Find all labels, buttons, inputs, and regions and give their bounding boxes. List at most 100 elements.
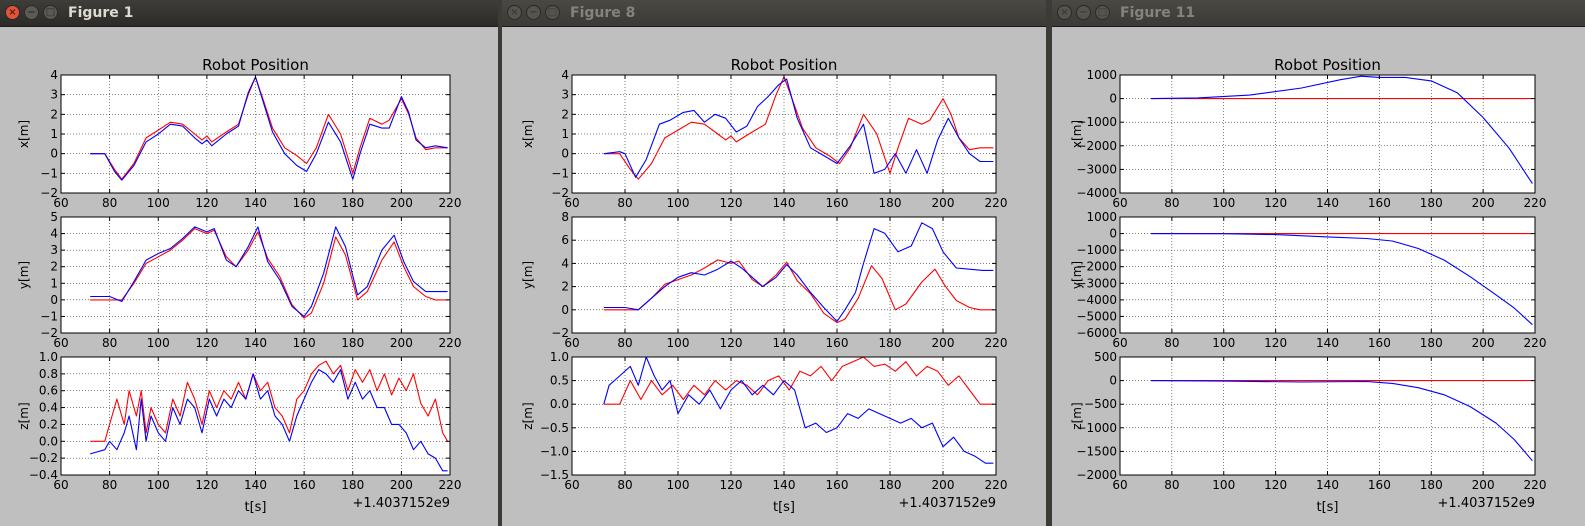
y-tick-label: −2	[40, 186, 58, 200]
x-tick-label: 180	[1420, 336, 1443, 350]
minimize-icon[interactable]: −	[526, 5, 541, 20]
x-tick-label: 220	[1524, 336, 1547, 350]
x-tick-label: 140	[773, 196, 796, 210]
window-title: Figure 8	[570, 5, 636, 21]
y-axis-label: y[m]	[17, 261, 31, 289]
x-tick-label: 220	[985, 478, 1008, 492]
maximize-icon[interactable]: □	[43, 5, 58, 20]
titlebar[interactable]: × − □ Figure 8	[502, 0, 1046, 27]
y-tick-label: 6	[561, 233, 569, 247]
y-tick-label: 3	[561, 88, 569, 102]
minimize-icon[interactable]: −	[1076, 5, 1091, 20]
y-tick-label: −2	[551, 326, 569, 340]
y-tick-label: −1000	[1076, 421, 1117, 435]
y-tick-label: −1500	[1076, 444, 1117, 458]
y-tick-label: −4000	[1076, 186, 1117, 200]
x-axis-label: t[s]	[773, 500, 795, 515]
titlebar[interactable]: × − □ Figure 11	[1052, 0, 1585, 27]
figure-title: Robot Position	[731, 56, 838, 74]
subplot-3: 60 80 100 120 140 160 180 200 220 −1.5 −1.0 −0.5 0.0…	[521, 350, 1007, 492]
x-tick-label: 120	[195, 336, 218, 350]
maximize-icon[interactable]: □	[545, 5, 560, 20]
x-tick-label: 80	[102, 336, 117, 350]
x-tick-label: 180	[341, 196, 364, 210]
x-tick-label: 160	[826, 336, 849, 350]
series-line-blue	[90, 369, 448, 472]
x-tick-label: 160	[293, 336, 316, 350]
y-tick-label: 1	[561, 127, 569, 141]
y-axis-label: x[m]	[17, 120, 31, 148]
x-tick-label: 200	[932, 478, 955, 492]
y-tick-label: 0.0	[550, 397, 569, 411]
y-tick-label: 4	[50, 227, 58, 241]
y-tick-label: −3000	[1076, 162, 1117, 176]
close-icon[interactable]: ×	[5, 5, 20, 20]
x-tick-label: 80	[617, 478, 632, 492]
series-line-blue	[1151, 380, 1533, 462]
x-tick-label: 160	[1368, 336, 1391, 350]
close-icon[interactable]: ×	[507, 5, 522, 20]
x-tick-label: 140	[244, 196, 267, 210]
x-tick-label: 80	[102, 196, 117, 210]
series-line-blue	[90, 76, 448, 181]
x-tick-label: 140	[1316, 336, 1339, 350]
y-tick-label: 0.2	[39, 417, 58, 431]
y-tick-label: −1	[40, 166, 58, 180]
x-tick-label: 180	[1420, 196, 1443, 210]
series-line-blue	[90, 226, 448, 317]
series-line-blue	[603, 78, 994, 178]
x-tick-label: 200	[932, 336, 955, 350]
x-tick-label: 80	[1164, 196, 1179, 210]
x-tick-label: 100	[667, 196, 690, 210]
subplot-1: 60 80 100 120 140 160 180 200 220 −2 −1 0 1 2 3 4 x[m]	[521, 68, 1007, 210]
y-tick-label: 2	[50, 107, 58, 121]
minimize-icon[interactable]: −	[24, 5, 39, 20]
x-tick-label: 100	[1212, 478, 1235, 492]
x-tick-label: 100	[147, 336, 170, 350]
titlebar[interactable]: × − □ Figure 1	[0, 0, 498, 27]
subplot-3: 60 80 100 120 140 160 180 200 220 −0.4 −0.2 0.0 0.2 0…	[17, 350, 461, 492]
y-tick-label: 8	[561, 210, 569, 224]
x-tick-label: 60	[53, 196, 68, 210]
series-line-red	[90, 76, 448, 180]
close-icon[interactable]: ×	[1057, 5, 1072, 20]
y-tick-label: 0	[561, 147, 569, 161]
x-axis-label: t[s]	[244, 500, 266, 515]
figure-canvas[interactable]: Robot Position 60 80 100 120 140 160 180 200 220−…	[0, 26, 498, 526]
plot-area	[61, 357, 450, 475]
x-tick-label: 200	[1472, 478, 1495, 492]
y-tick-label: −1.5	[540, 468, 569, 482]
y-tick-label: 0	[1109, 227, 1117, 241]
y-tick-label: −4000	[1076, 293, 1117, 307]
series-line-blue	[1151, 233, 1533, 326]
y-tick-label: −6000	[1076, 326, 1117, 340]
x-tick-label: 60	[1112, 196, 1127, 210]
series-line-red	[603, 356, 994, 405]
y-tick-label: −1	[551, 166, 569, 180]
x-tick-label: 220	[1524, 478, 1547, 492]
x-tick-label: 160	[293, 196, 316, 210]
maximize-icon[interactable]: □	[1095, 5, 1110, 20]
y-axis-label: y[m]	[1070, 261, 1084, 289]
x-tick-label: 60	[1112, 478, 1127, 492]
y-axis-label: x[m]	[1070, 120, 1084, 148]
subplot-1: 60 80 100 120 140 160 180 200 220 −2 −1 0 1 2 3 4 x[m]	[17, 68, 461, 210]
y-tick-label: 0.4	[39, 401, 58, 415]
y-tick-label: −1000	[1076, 243, 1117, 257]
y-tick-label: 4	[561, 256, 569, 270]
figure-canvas[interactable]: Robot Position 60 80 100 120 140 160 180 200 220−…	[1052, 26, 1585, 526]
y-tick-label: −1	[40, 309, 58, 323]
y-axis-label: z[m]	[17, 402, 31, 429]
y-tick-label: −500	[1084, 397, 1117, 411]
y-tick-label: −2	[40, 326, 58, 340]
y-tick-label: −1.0	[540, 444, 569, 458]
figure-canvas[interactable]: Robot Position 60 80 100 120 140 160 180 200 220−…	[502, 26, 1046, 526]
x-tick-label: 160	[1368, 478, 1391, 492]
y-tick-label: 2	[50, 260, 58, 274]
x-tick-label: 80	[617, 196, 632, 210]
x-tick-label: 200	[390, 478, 413, 492]
x-tick-label: 100	[1212, 196, 1235, 210]
